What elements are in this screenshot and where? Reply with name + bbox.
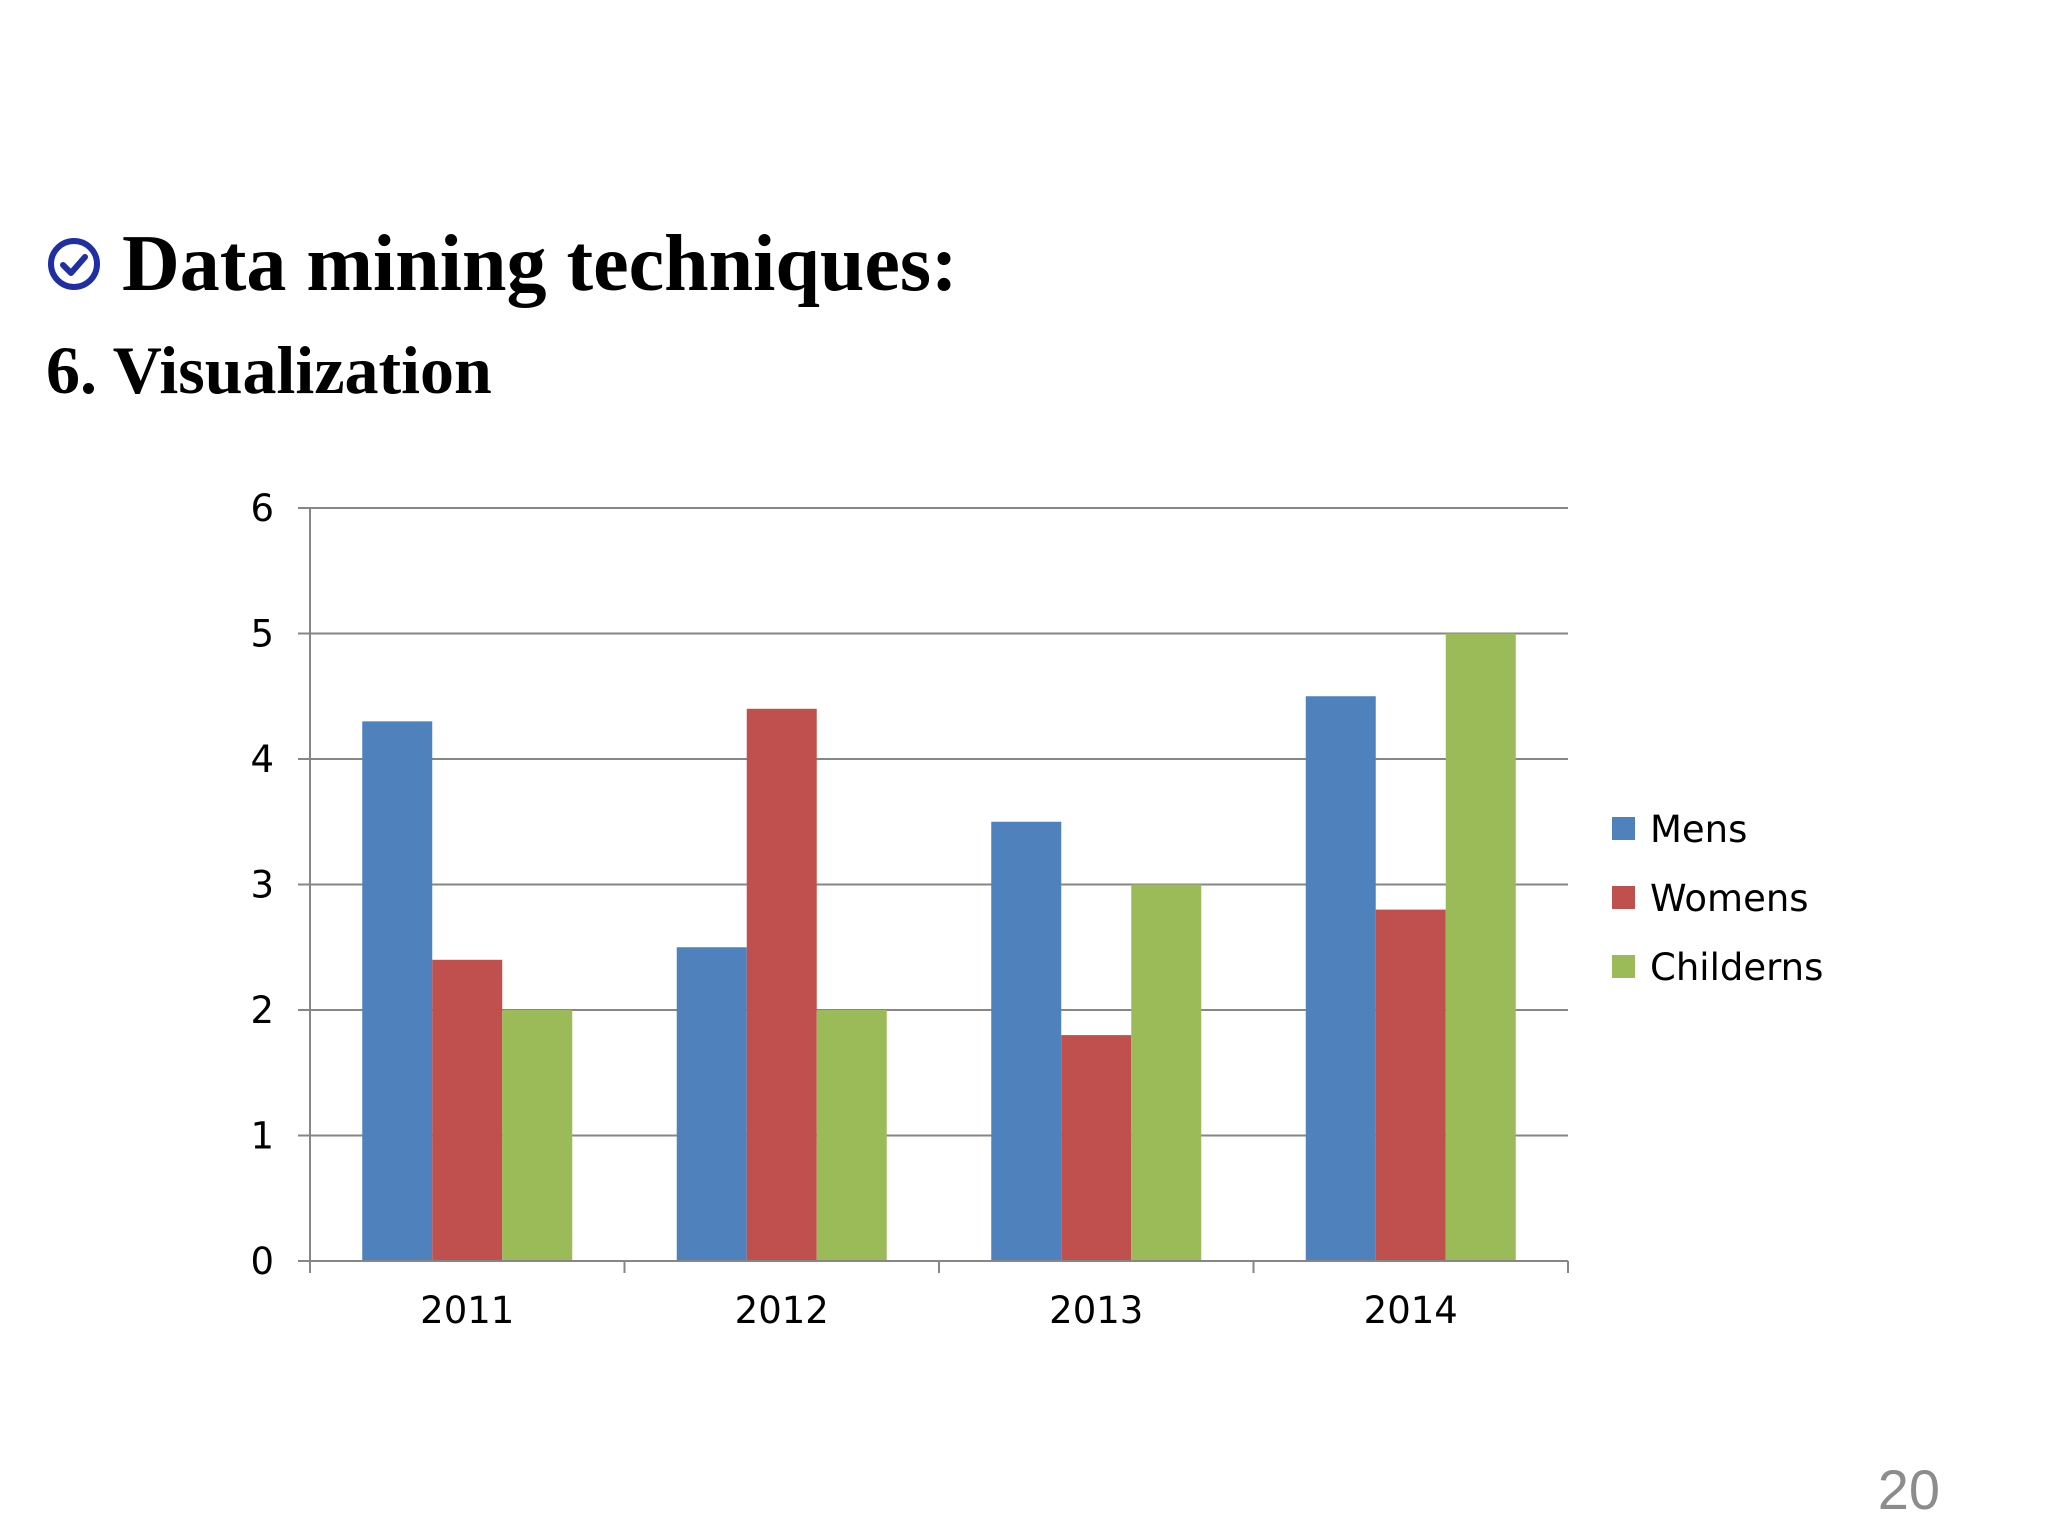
y-tick-label: 0 <box>250 1240 274 1283</box>
bar <box>816 1010 887 1261</box>
bar <box>1131 884 1202 1261</box>
legend-label: Womens <box>1650 877 1809 920</box>
bar <box>1305 696 1376 1261</box>
bar <box>1445 633 1516 1261</box>
slide-title: Data mining techniques: <box>122 220 958 308</box>
y-tick-label: 2 <box>250 989 274 1032</box>
page-number: 20 <box>1877 1458 1940 1521</box>
bar <box>991 821 1062 1261</box>
x-tick-label: 2012 <box>735 1289 829 1332</box>
legend: Mens Womens Childerns <box>1612 808 1823 989</box>
y-tick-label: 5 <box>250 613 274 656</box>
legend-swatch <box>1612 817 1635 840</box>
bar <box>1061 1035 1132 1261</box>
check-circle-icon <box>46 236 102 292</box>
y-tick-label: 3 <box>250 864 274 907</box>
axes: 0 1 2 3 4 5 6 2011 2012 2013 2014 <box>250 487 1569 1332</box>
legend-label: Childerns <box>1650 946 1823 989</box>
x-tick-label: 2013 <box>1049 1289 1143 1332</box>
bar <box>676 947 747 1261</box>
bar <box>1375 909 1446 1261</box>
bars <box>362 633 1516 1261</box>
legend-label: Mens <box>1650 808 1747 851</box>
bar <box>432 959 503 1261</box>
y-tick-label: 4 <box>250 738 274 781</box>
slide-subtitle: 6. Visualization <box>46 332 492 408</box>
slide-heading: Data mining techniques: <box>46 224 958 304</box>
bar <box>362 721 433 1261</box>
bar <box>746 708 817 1261</box>
y-tick-label: 6 <box>250 487 274 530</box>
legend-swatch <box>1612 955 1635 978</box>
x-tick-label: 2011 <box>420 1289 514 1332</box>
x-tick-label: 2014 <box>1364 1289 1458 1332</box>
y-tick-label: 1 <box>250 1115 274 1158</box>
legend-swatch <box>1612 886 1635 909</box>
bar <box>502 1010 573 1261</box>
